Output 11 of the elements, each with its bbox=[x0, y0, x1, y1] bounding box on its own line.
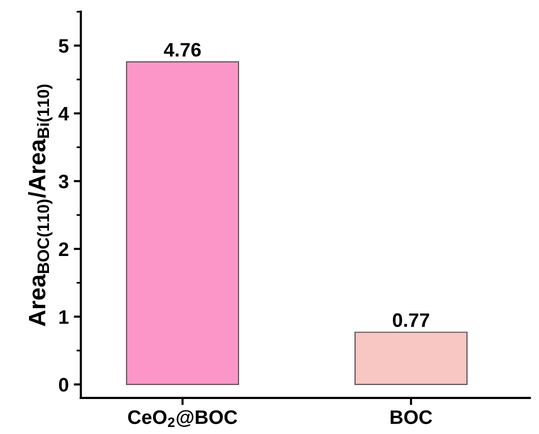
y-tick-label: 4 bbox=[58, 107, 69, 120]
x-tick-label: CeO$_{2}$@BOC bbox=[128, 410, 238, 427]
y-tick-label: 0 bbox=[59, 378, 68, 392]
data-label: 0.77 bbox=[392, 313, 430, 328]
y-tick-label: 1 bbox=[59, 310, 69, 324]
y-tick-label: 3 bbox=[58, 174, 68, 188]
data-label: 4.76 bbox=[164, 42, 201, 57]
x-tick-label: BOC bbox=[390, 410, 432, 424]
y-tick-label: 5 bbox=[58, 39, 69, 53]
y-axis-title: Area$_{BOC(110)}$/Area$_{Bi(110)}$ bbox=[28, 84, 52, 326]
y-tick-label: 2 bbox=[58, 242, 68, 256]
